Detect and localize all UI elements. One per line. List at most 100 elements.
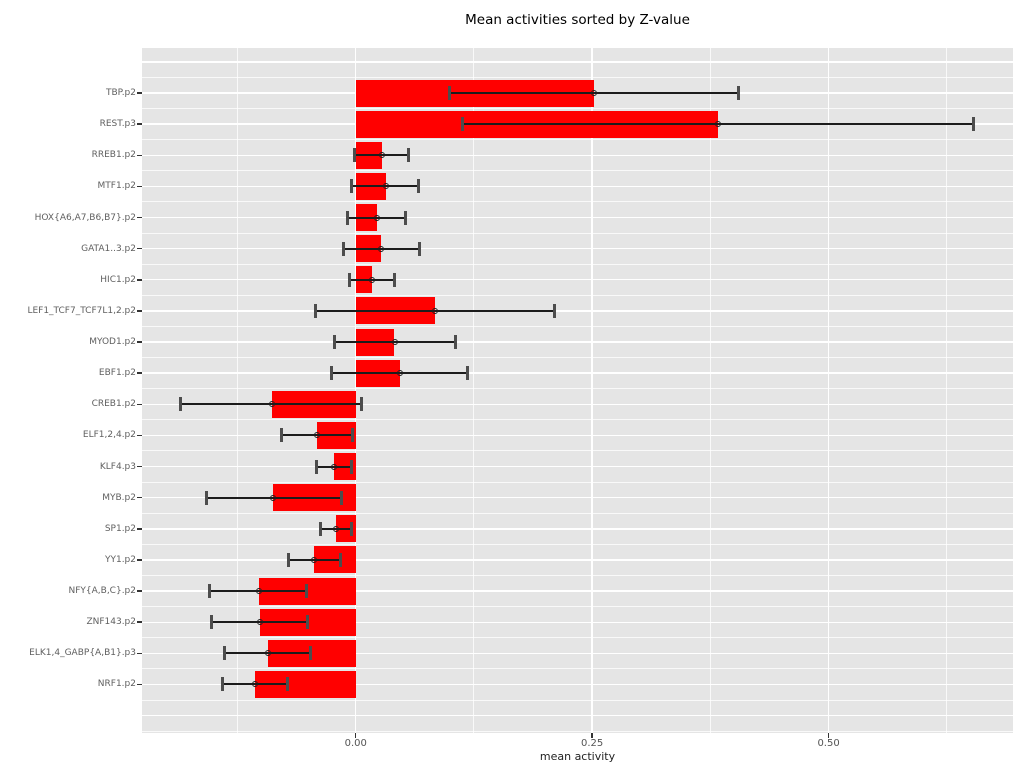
y-axis-category-label: NRF1.p2 <box>97 679 136 690</box>
x-axis-label: mean activity <box>539 750 616 763</box>
error-bar-cap <box>737 86 741 100</box>
y-axis-tick <box>137 590 142 592</box>
mean-point <box>257 619 264 626</box>
gridline-major-h <box>142 185 1013 188</box>
x-axis-tick-label: 0.50 <box>817 738 840 749</box>
error-bar-cap <box>207 584 211 599</box>
mean-point <box>311 556 318 563</box>
mean-point <box>379 152 386 159</box>
error-bar-cap <box>465 366 469 381</box>
y-axis-tick <box>137 154 142 156</box>
plot-panel <box>142 48 1013 733</box>
gridline-minor-h <box>142 294 1013 296</box>
mean-point <box>591 90 598 96</box>
gridline-major-h <box>142 652 1013 655</box>
gridline-major-h <box>142 279 1013 281</box>
error-bar-cap <box>350 459 354 474</box>
y-axis-category-label: ELF1,2,4.p2 <box>82 430 136 441</box>
error-bar-cap <box>329 366 333 381</box>
gridline-major-h <box>142 403 1013 405</box>
error-bar-cap <box>393 272 396 287</box>
chart-title: Mean activities sorted by Z-value <box>465 12 690 28</box>
mean-point <box>714 121 721 128</box>
error-bar-cap <box>407 148 411 163</box>
error-bar-cap <box>353 148 357 163</box>
gridline-minor-h <box>142 699 1013 701</box>
gridline-major-v <box>355 48 357 733</box>
gridline-minor-h <box>142 325 1013 327</box>
gridline-major-v <box>827 48 830 733</box>
mean-point <box>382 183 389 190</box>
gridline-minor-h <box>142 139 1013 141</box>
gridline-major-h <box>142 496 1013 499</box>
gridline-minor-h <box>142 357 1013 359</box>
error-bar-cap <box>280 428 284 443</box>
gridline-major-h <box>142 683 1013 686</box>
y-axis-category-label: NFY{A,B,C}.p2 <box>68 586 137 597</box>
mean-point <box>332 525 339 532</box>
mean-point <box>397 370 404 377</box>
y-axis-category-label: RREB1.p2 <box>91 150 136 161</box>
mean-point <box>268 401 275 408</box>
y-axis-tick <box>137 403 142 406</box>
gridline-minor-h <box>142 450 1013 452</box>
gridline-major-h <box>142 434 1013 437</box>
gridline-minor-h <box>142 543 1013 545</box>
y-axis-tick <box>137 247 142 250</box>
gridline-minor-h <box>142 170 1013 172</box>
gridline-major-h <box>142 590 1013 592</box>
error-bar-cap <box>287 552 291 567</box>
gridline-major-h <box>142 61 1013 63</box>
gridline-minor-h <box>142 512 1013 514</box>
gridline-minor-h <box>142 730 1013 732</box>
gridline-major-v <box>591 48 593 733</box>
error-bar-cap <box>333 335 337 350</box>
y-axis-tick <box>137 123 142 125</box>
error-bar-cap <box>454 335 458 350</box>
y-axis-category-label: SP1.p2 <box>104 523 136 534</box>
error-bar-cap <box>313 303 317 318</box>
y-axis-tick <box>137 496 142 499</box>
error-bar-cap <box>209 615 213 630</box>
y-axis-tick <box>137 683 142 686</box>
mean-point <box>251 681 258 688</box>
x-axis-tick <box>827 733 830 738</box>
y-axis-category-label: HIC1.p2 <box>100 274 136 285</box>
gridline-minor-h <box>142 668 1013 670</box>
error-bar-cap <box>305 584 309 599</box>
error-bar-cap <box>350 179 354 194</box>
y-axis-category-label: MTF1.p2 <box>97 181 136 192</box>
y-axis-tick <box>137 341 142 343</box>
y-axis-category-label: YY1.p2 <box>104 554 136 565</box>
error-bar-cap <box>347 272 351 287</box>
gridline-minor-v <box>946 48 948 733</box>
error-bar-cap <box>417 241 421 256</box>
y-axis-tick <box>137 652 142 655</box>
gridline-minor-h <box>142 575 1013 576</box>
y-axis-tick <box>137 92 142 94</box>
error-bar-cap <box>359 397 363 412</box>
gridline-major-h <box>142 247 1013 250</box>
mean-point <box>374 214 381 221</box>
error-bar-cap <box>339 552 343 567</box>
error-bar-cap <box>179 397 183 412</box>
gridline-major-h <box>142 465 1013 468</box>
y-axis-tick <box>137 559 142 561</box>
error-bar-cap <box>315 459 319 474</box>
y-axis-category-label: HOX{A6,A7,B6,B7}.p2 <box>34 212 136 223</box>
gridline-major-h <box>142 621 1013 623</box>
mean-point <box>368 276 375 283</box>
gridline-major-h <box>142 559 1013 561</box>
y-axis-tick <box>137 310 142 312</box>
gridline-minor-h <box>142 419 1013 421</box>
error-bar-cap <box>416 179 420 194</box>
gridline-minor-v <box>709 48 711 733</box>
mean-point <box>264 650 271 657</box>
error-bar-cap <box>349 521 353 536</box>
y-axis-category-label: MYOD1.p2 <box>89 337 136 348</box>
gridline-major-h <box>142 372 1013 374</box>
y-axis-category-label: CREB1.p2 <box>91 399 136 410</box>
gridline-minor-h <box>142 201 1013 203</box>
y-axis-category-label: TBP.p2 <box>106 88 136 98</box>
